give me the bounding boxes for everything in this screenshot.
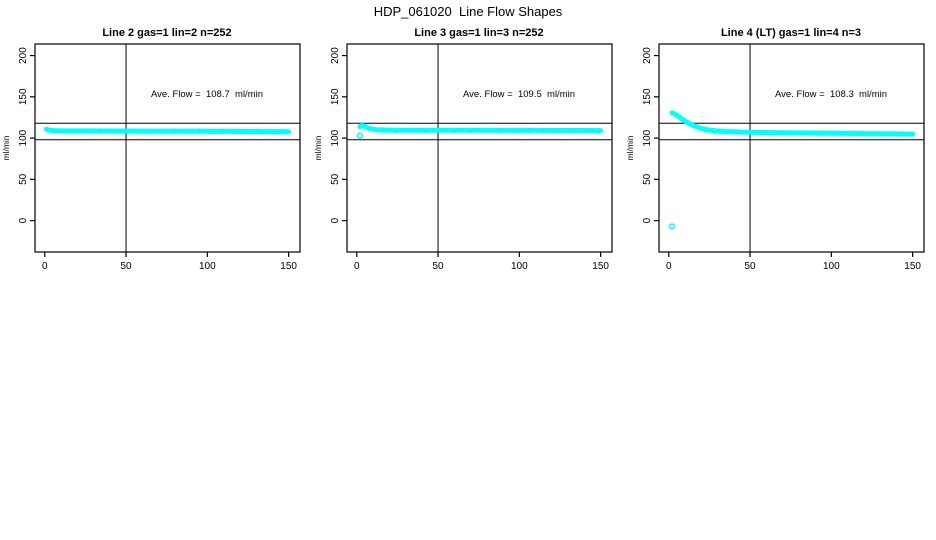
x-tick-label: 100 xyxy=(199,261,216,272)
x-tick-label: 100 xyxy=(823,261,840,272)
y-tick-label: 200 xyxy=(642,47,653,64)
panel-line4-title: Line 4 (LT) gas=1 lin=4 n=3 xyxy=(720,27,862,39)
panel-line2-chart: 0 50 100 150 0 50 100 150 200 ml/min xyxy=(1,43,301,272)
y-tick-label: 50 xyxy=(330,173,341,185)
y-tick-label: 150 xyxy=(642,88,653,105)
flow-dot xyxy=(394,131,397,134)
y-tick-label: 0 xyxy=(642,217,653,223)
y-tick-label: 200 xyxy=(330,47,341,64)
flow-dot xyxy=(597,131,601,134)
flow-dot xyxy=(453,131,456,134)
x-tick-label: 0 xyxy=(666,261,672,272)
flow-dot xyxy=(147,131,150,135)
flow-dot xyxy=(222,132,225,135)
flow-dot xyxy=(469,131,472,134)
flow-dot xyxy=(261,132,264,135)
plot-box xyxy=(346,43,613,253)
flow-dot xyxy=(571,131,575,134)
y-axis-label: ml/min xyxy=(1,135,11,160)
flow-dot xyxy=(160,131,163,135)
flow-dot xyxy=(85,131,89,134)
flow-dot xyxy=(586,131,589,134)
flow-dot xyxy=(732,132,735,135)
flow-dot xyxy=(274,132,277,135)
x-tick-label: 50 xyxy=(744,261,756,272)
flow-dot xyxy=(198,132,201,135)
flow-dot xyxy=(879,133,882,136)
y-axis-label: ml/min xyxy=(313,135,323,160)
main-title: HDP_061020 Line Flow Shapes xyxy=(373,4,563,19)
flow-dot xyxy=(248,132,251,135)
flow-dot xyxy=(830,133,833,136)
flow-series xyxy=(357,123,604,134)
flow-dot xyxy=(542,131,545,134)
flow-dot xyxy=(903,133,906,136)
x-tick-label: 150 xyxy=(592,261,609,272)
flow-dot xyxy=(498,131,501,134)
flow-dot xyxy=(713,132,716,135)
y-tick-label: 100 xyxy=(18,129,29,146)
panel-line3: Line 3 gas=1 lin=3 n=252 Ave. Flow = 109… xyxy=(312,20,624,290)
flow-dot xyxy=(284,132,287,135)
outlier-point xyxy=(356,132,364,139)
flow-dot xyxy=(381,130,384,134)
flow-dot xyxy=(513,131,516,134)
panel-line4-ave-flow-label: Ave. Flow = 108.3 ml/min xyxy=(774,89,888,100)
y-tick-label: 0 xyxy=(18,217,29,223)
flow-dot xyxy=(98,131,102,134)
panel-line3-chart: 0 50 100 150 0 50 100 150 200 ml/min xyxy=(313,43,613,272)
x-tick-label: 50 xyxy=(432,261,444,272)
flow-dot xyxy=(74,131,77,134)
panel-line3-ave-flow-label: Ave. Flow = 109.5 ml/min xyxy=(462,89,576,100)
panel-line4-chart: 0 50 100 150 0 50 100 150 200 ml/min xyxy=(625,43,925,272)
flow-dot xyxy=(557,131,560,134)
flow-dot xyxy=(211,132,214,135)
panel-line4: Line 4 (LT) gas=1 lin=4 n=3 Ave. Flow = … xyxy=(624,20,936,290)
y-axis-label: ml/min xyxy=(625,135,635,160)
panel-line2-ave-flow-label: Ave. Flow = 108.7 ml/min xyxy=(150,89,264,100)
flow-dot xyxy=(110,131,113,134)
flow-dot xyxy=(805,132,809,136)
flow-dot xyxy=(136,131,139,134)
flow-dot xyxy=(854,133,857,136)
flow-series xyxy=(43,126,292,135)
x-tick-label: 0 xyxy=(42,261,48,272)
x-tick-label: 0 xyxy=(354,261,360,272)
y-tick-label: 150 xyxy=(18,88,29,105)
flow-dot xyxy=(173,132,176,135)
y-tick-label: 200 xyxy=(18,47,29,64)
y-tick-label: 100 xyxy=(330,129,341,146)
panel-line2-title: Line 2 gas=1 lin=2 n=252 xyxy=(102,27,232,39)
panel-row: Line 2 gas=1 lin=2 n=252 Ave. Flow = 108… xyxy=(0,20,936,290)
flow-dot xyxy=(527,131,531,134)
x-tick-label: 150 xyxy=(280,261,297,272)
flow-dot xyxy=(484,131,487,134)
flow-dot xyxy=(186,131,189,135)
flow-dot xyxy=(235,132,238,135)
y-tick-label: 150 xyxy=(330,88,341,105)
flow-dot xyxy=(423,131,427,134)
flow-dot xyxy=(438,131,441,134)
y-tick-label: 50 xyxy=(18,173,29,185)
x-tick-label: 150 xyxy=(904,261,921,272)
flow-dot xyxy=(64,131,67,134)
flow-dot xyxy=(757,132,760,135)
x-tick-label: 50 xyxy=(120,261,132,272)
flow-dot xyxy=(409,130,412,134)
plot-box xyxy=(658,43,925,253)
y-tick-label: 50 xyxy=(642,173,653,185)
y-tick-label: 100 xyxy=(642,129,653,146)
panel-line3-title: Line 3 gas=1 lin=3 n=252 xyxy=(414,27,544,39)
plot-box xyxy=(34,43,301,253)
y-tick-label: 0 xyxy=(330,217,341,223)
x-tick-label: 100 xyxy=(511,261,528,272)
flow-dot xyxy=(123,131,126,135)
flow-dot xyxy=(781,132,784,135)
panel-line2: Line 2 gas=1 lin=2 n=252 Ave. Flow = 108… xyxy=(0,20,312,290)
outlier-point xyxy=(668,223,676,230)
